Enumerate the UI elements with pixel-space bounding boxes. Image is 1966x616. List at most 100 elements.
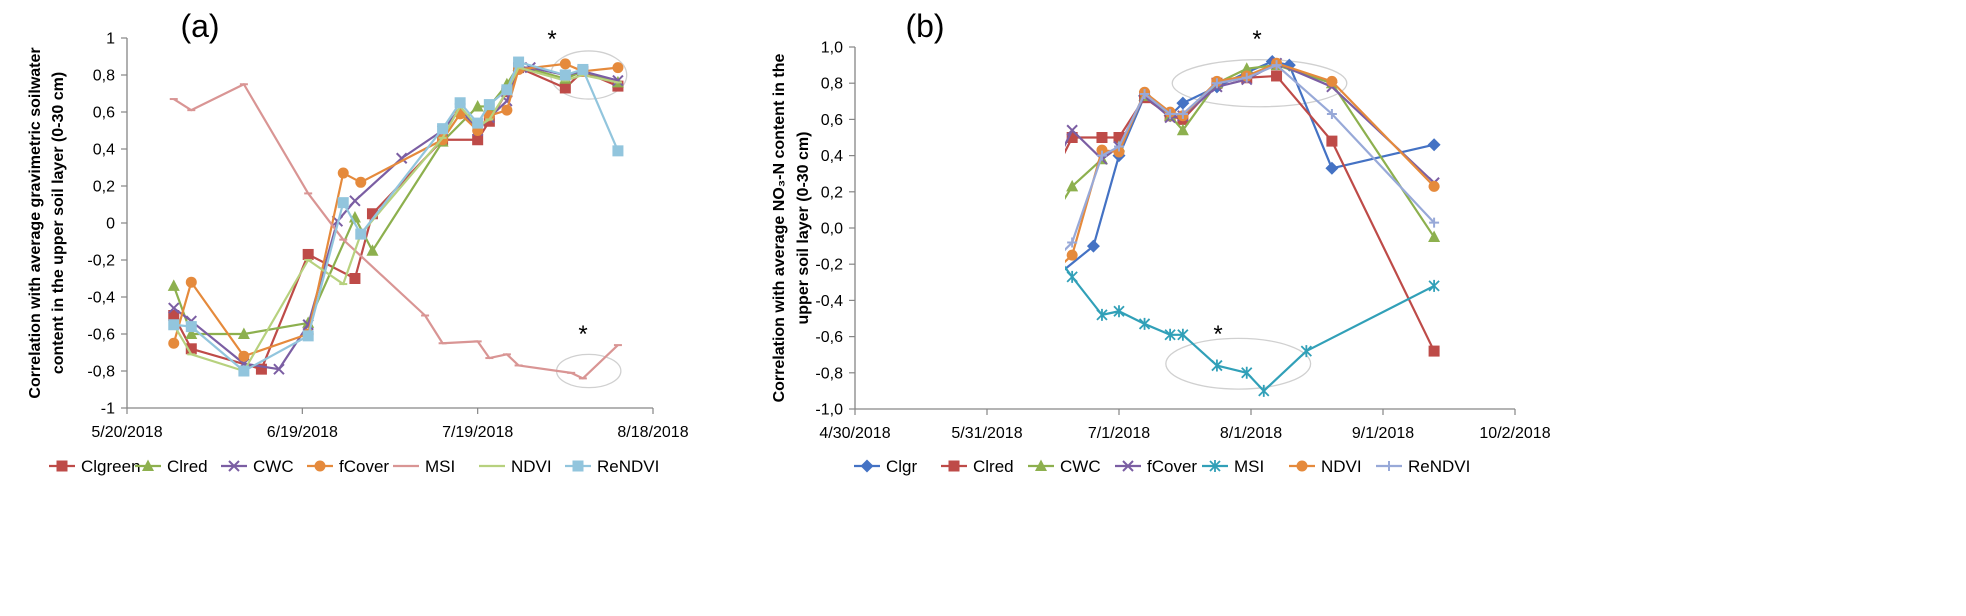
data-point xyxy=(1114,141,1124,152)
legend-label: Clgr xyxy=(886,457,918,476)
data-point xyxy=(1138,317,1151,330)
y-tick-label: 0,0 xyxy=(821,221,843,238)
legend-marker xyxy=(1296,460,1308,472)
data-point xyxy=(876,350,886,360)
legend-marker xyxy=(860,459,874,473)
data-point xyxy=(1177,108,1188,119)
legend-label: MSI xyxy=(1234,457,1264,476)
legend-label: ReNDVI xyxy=(597,457,659,476)
data-point xyxy=(1066,132,1078,143)
plot-area xyxy=(167,56,624,380)
data-point xyxy=(302,248,314,260)
data-point xyxy=(612,74,624,87)
x-tick-label: 7/19/2018 xyxy=(442,424,513,441)
data-point xyxy=(961,344,971,354)
data-point xyxy=(917,345,929,357)
x-tick-label: 6/19/2018 xyxy=(267,424,338,441)
data-point xyxy=(1066,249,1078,261)
series-ndvi xyxy=(169,66,622,373)
legend-marker xyxy=(314,460,326,472)
data-point xyxy=(1067,237,1078,248)
data-point xyxy=(355,228,367,240)
chart-panel-a: -1 -0,8 -0,6 -0,4 -0,2 0 0,2 0,4 0,6 0,8 1 5/20/201… xyxy=(27,8,689,476)
data-point xyxy=(355,176,367,188)
series-line xyxy=(173,66,619,371)
data-point xyxy=(185,343,197,355)
data-point xyxy=(1326,75,1338,87)
x-tick-label: 7/1/2018 xyxy=(1088,425,1150,442)
data-point xyxy=(1211,78,1222,89)
data-point xyxy=(960,346,971,357)
x-tick-label: 10/2/2018 xyxy=(1479,425,1550,442)
y-tick-label: 1 xyxy=(106,31,115,48)
data-point xyxy=(875,349,886,360)
chart-panel-b: -1,0 -0,8 -0,6 -0,4 -0,2 0,0 0,2 0,4 0,6 0,8 1,0 4/… xyxy=(771,8,1551,476)
legend-label: CWC xyxy=(1060,457,1101,476)
data-point xyxy=(1325,161,1339,175)
legend-label: NDVI xyxy=(1321,457,1362,476)
legend-label: CWC xyxy=(253,457,294,476)
data-point xyxy=(960,344,971,355)
data-point xyxy=(1428,345,1440,357)
data-point xyxy=(1258,384,1270,397)
y-tick-label: 0 xyxy=(106,216,115,233)
data-point xyxy=(612,145,624,157)
data-point xyxy=(501,104,513,116)
x-tick-label: 5/31/2018 xyxy=(951,425,1022,442)
panel-label: (b) xyxy=(905,8,944,44)
y-tick-label: 0,2 xyxy=(93,179,115,196)
data-point xyxy=(1326,108,1337,119)
data-point xyxy=(472,117,484,129)
y-tick-label: -0,2 xyxy=(815,257,843,274)
data-point xyxy=(961,130,971,142)
y-axis-title: Correlation with average NO₃-N content i… xyxy=(771,54,788,403)
data-point xyxy=(168,302,180,314)
series-clred xyxy=(167,59,624,339)
data-point xyxy=(483,99,495,111)
data-point xyxy=(1096,308,1108,321)
data-point xyxy=(513,56,525,68)
y-tick-label: 0,4 xyxy=(821,148,843,165)
data-point xyxy=(1176,123,1189,136)
data-point xyxy=(863,342,873,352)
legend-marker xyxy=(1122,460,1134,472)
data-point xyxy=(483,115,495,127)
legend-marker xyxy=(1384,461,1394,471)
data-point xyxy=(1139,89,1150,100)
data-point xyxy=(577,63,589,75)
significance-asterisk: * xyxy=(578,321,587,348)
data-point xyxy=(1096,150,1107,161)
x-tick-label: 9/1/2018 xyxy=(1352,425,1414,442)
legend: Clgreen Clred CWC fCover MSI NDVI ReNDVI xyxy=(49,457,659,476)
data-point xyxy=(366,208,378,220)
legend: Clgr Clred CWC fCover MSI NDVI ReNDVI xyxy=(854,457,1470,476)
data-point xyxy=(874,348,887,361)
y-tick-label: 0,2 xyxy=(821,184,843,201)
y-axis-title: Correlation with average gravimetric soi… xyxy=(27,47,44,398)
data-point xyxy=(1271,70,1283,82)
data-point xyxy=(1113,132,1125,143)
legend-marker xyxy=(1035,459,1047,471)
data-point xyxy=(1300,345,1312,358)
data-point xyxy=(1211,359,1223,372)
data-point xyxy=(1428,180,1440,192)
data-point xyxy=(961,341,971,351)
x-tick-label: 8/18/2018 xyxy=(617,424,688,441)
data-point xyxy=(238,365,250,377)
y-tick-label: -0,6 xyxy=(815,329,843,346)
highlight-ellipse xyxy=(555,353,622,389)
y-axis-title: upper soil layer (0-30 cm) xyxy=(795,132,812,325)
data-point xyxy=(302,330,314,342)
legend-marker xyxy=(948,460,960,472)
series-line xyxy=(1065,265,1435,392)
data-point xyxy=(876,112,886,124)
data-point xyxy=(185,327,198,339)
y-tick-label: -0,2 xyxy=(87,253,115,270)
data-point xyxy=(559,69,571,81)
y-tick-label: 0,8 xyxy=(93,68,115,85)
data-point xyxy=(1241,72,1252,83)
data-point xyxy=(862,348,874,360)
y-tick-label: -0,4 xyxy=(87,290,115,307)
data-point xyxy=(959,343,972,356)
data-point xyxy=(349,195,361,207)
